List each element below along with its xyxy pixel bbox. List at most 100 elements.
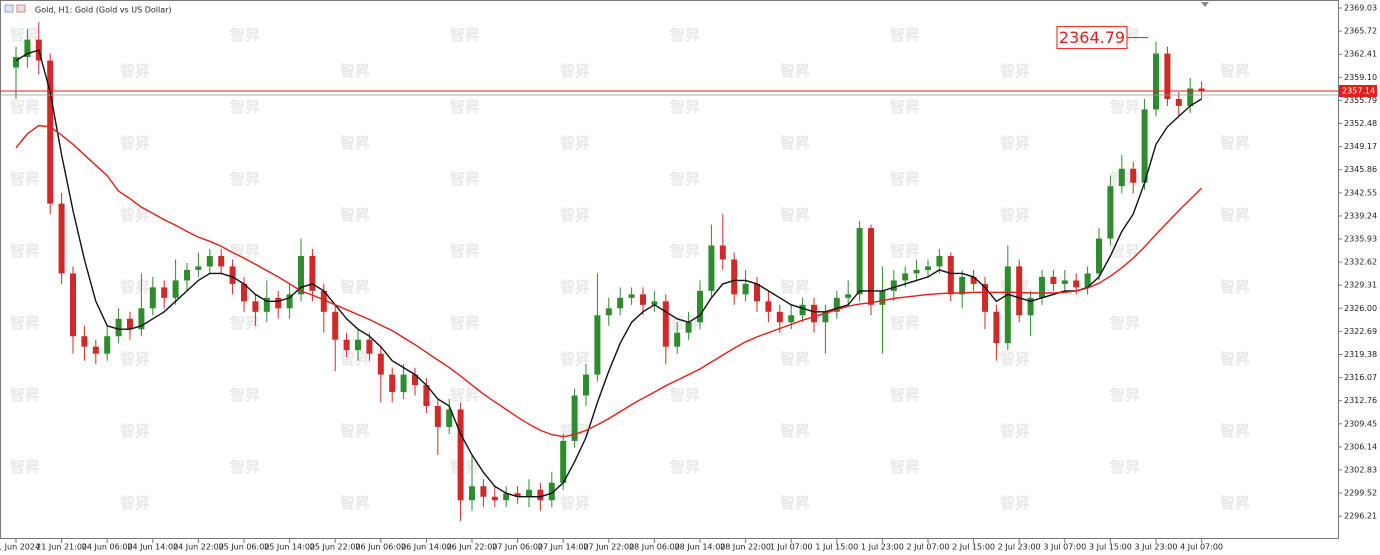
candle-body — [149, 287, 156, 309]
candle-body — [879, 290, 886, 305]
x-tick-label: 3 Jul 07:00 — [1043, 543, 1086, 552]
candle-body — [1164, 53, 1171, 99]
watermark: 智昇 — [450, 458, 480, 476]
x-tick-label: 25 Jun 22:00 — [310, 543, 361, 552]
watermark: 智昇 — [1110, 242, 1140, 260]
candle-body — [81, 336, 88, 347]
x-tick-label: 25 Jun 06:00 — [219, 543, 270, 552]
watermark: 智昇 — [670, 98, 700, 116]
annotation-label: 2364.79 — [1059, 28, 1125, 47]
x-tick-label: 27 Jun 06:00 — [492, 543, 543, 552]
watermark: 智昇 — [1110, 458, 1140, 476]
watermark: 智昇 — [1220, 134, 1250, 152]
x-tick-label: 2 Jul 07:00 — [907, 543, 950, 552]
candle-body — [241, 283, 247, 302]
watermark: 智昇 — [10, 170, 40, 188]
watermark: 智昇 — [780, 206, 810, 224]
candle-body — [172, 280, 179, 298]
candle-body — [902, 273, 909, 281]
candle-body — [104, 336, 111, 354]
y-tick-label: 2335.93 — [1344, 235, 1377, 244]
x-tick-label: 25 Jun 14:00 — [264, 543, 315, 552]
candle-body — [583, 374, 589, 396]
candle-body — [605, 308, 612, 316]
watermark: 智昇 — [780, 62, 810, 80]
watermark: 智昇 — [890, 98, 920, 116]
candle-body — [332, 311, 339, 340]
watermark: 智昇 — [560, 206, 590, 224]
candle-body — [343, 339, 350, 351]
y-tick-label: 2345.86 — [1344, 165, 1377, 174]
candle-body — [275, 297, 282, 309]
candle-body — [195, 266, 202, 270]
candle-body — [1107, 186, 1114, 239]
x-tick-label: 28 Jun 06:00 — [629, 543, 680, 552]
watermark: 智昇 — [230, 170, 260, 188]
shift-marker — [1201, 2, 1209, 7]
watermark: 智昇 — [560, 62, 590, 80]
candle-body — [1096, 238, 1102, 274]
watermark: 智昇 — [670, 458, 700, 476]
watermark: 智昇 — [560, 134, 590, 152]
watermark: 智昇 — [120, 62, 150, 80]
y-tick-label: 2359.10 — [1344, 73, 1377, 82]
watermark: 智昇 — [1000, 134, 1030, 152]
watermark: 智昇 — [340, 206, 370, 224]
x-tick-label: 26 Jun 14:00 — [401, 543, 452, 552]
candle-body — [1039, 276, 1045, 298]
candle-body — [92, 346, 99, 354]
y-tick-label: 2355.79 — [1344, 96, 1377, 105]
candle-body — [617, 297, 624, 309]
candle-body — [560, 440, 567, 483]
candle-body — [1027, 297, 1034, 316]
x-tick-label: 3 Jul 23:00 — [1135, 543, 1178, 552]
candle-body — [309, 255, 316, 291]
candle-body — [1141, 109, 1148, 183]
x-tick-label: 24 Jun 14:00 — [127, 543, 178, 552]
ma-line — [15, 124, 1203, 438]
y-tick-label: 2316.07 — [1344, 373, 1377, 382]
watermark: 智昇 — [450, 314, 480, 332]
y-tick-label: 2312.76 — [1344, 396, 1377, 405]
watermark: 智昇 — [780, 350, 810, 368]
candle-body — [184, 269, 190, 281]
candle-body — [70, 273, 76, 337]
plot-frame — [0, 0, 1339, 539]
candle-body — [1153, 53, 1159, 110]
watermark: 智昇 — [670, 26, 700, 44]
watermark: 智昇 — [120, 278, 150, 296]
candle-body — [457, 409, 464, 501]
annotation-box — [1056, 26, 1128, 50]
candle-body — [115, 318, 122, 337]
candle-body — [377, 353, 384, 375]
candle-body — [640, 294, 646, 305]
candle-body — [982, 283, 988, 312]
candle-body — [161, 287, 168, 298]
y-tick-label: 2339.24 — [1344, 211, 1377, 220]
candle-body — [788, 315, 795, 323]
watermark: 智昇 — [230, 98, 260, 116]
candle-body — [1130, 168, 1137, 183]
watermark: 智昇 — [890, 386, 920, 404]
candle-body — [674, 332, 681, 347]
watermark: 智昇 — [1000, 206, 1030, 224]
watermark: 智昇 — [340, 350, 370, 368]
candle-body — [526, 489, 532, 497]
candle-body — [799, 304, 806, 316]
candle-body — [1198, 88, 1205, 91]
x-tick-label: 1 Jul 15:00 — [815, 543, 858, 552]
watermark: 智昇 — [230, 458, 260, 476]
watermark: 智昇 — [230, 386, 260, 404]
watermark: 智昇 — [670, 242, 700, 260]
y-tick-label: 2302.83 — [1344, 466, 1377, 475]
candle-body — [548, 482, 555, 501]
y-tick-label: 2306.14 — [1344, 442, 1377, 451]
x-tick-label: 1 Jul 23:00 — [861, 543, 904, 552]
watermark: 智昇 — [1220, 278, 1250, 296]
candle-body — [1118, 168, 1125, 187]
candle-body — [320, 290, 327, 312]
candle-body — [959, 276, 966, 295]
candle-body — [628, 294, 635, 298]
watermark: 智昇 — [560, 494, 590, 512]
